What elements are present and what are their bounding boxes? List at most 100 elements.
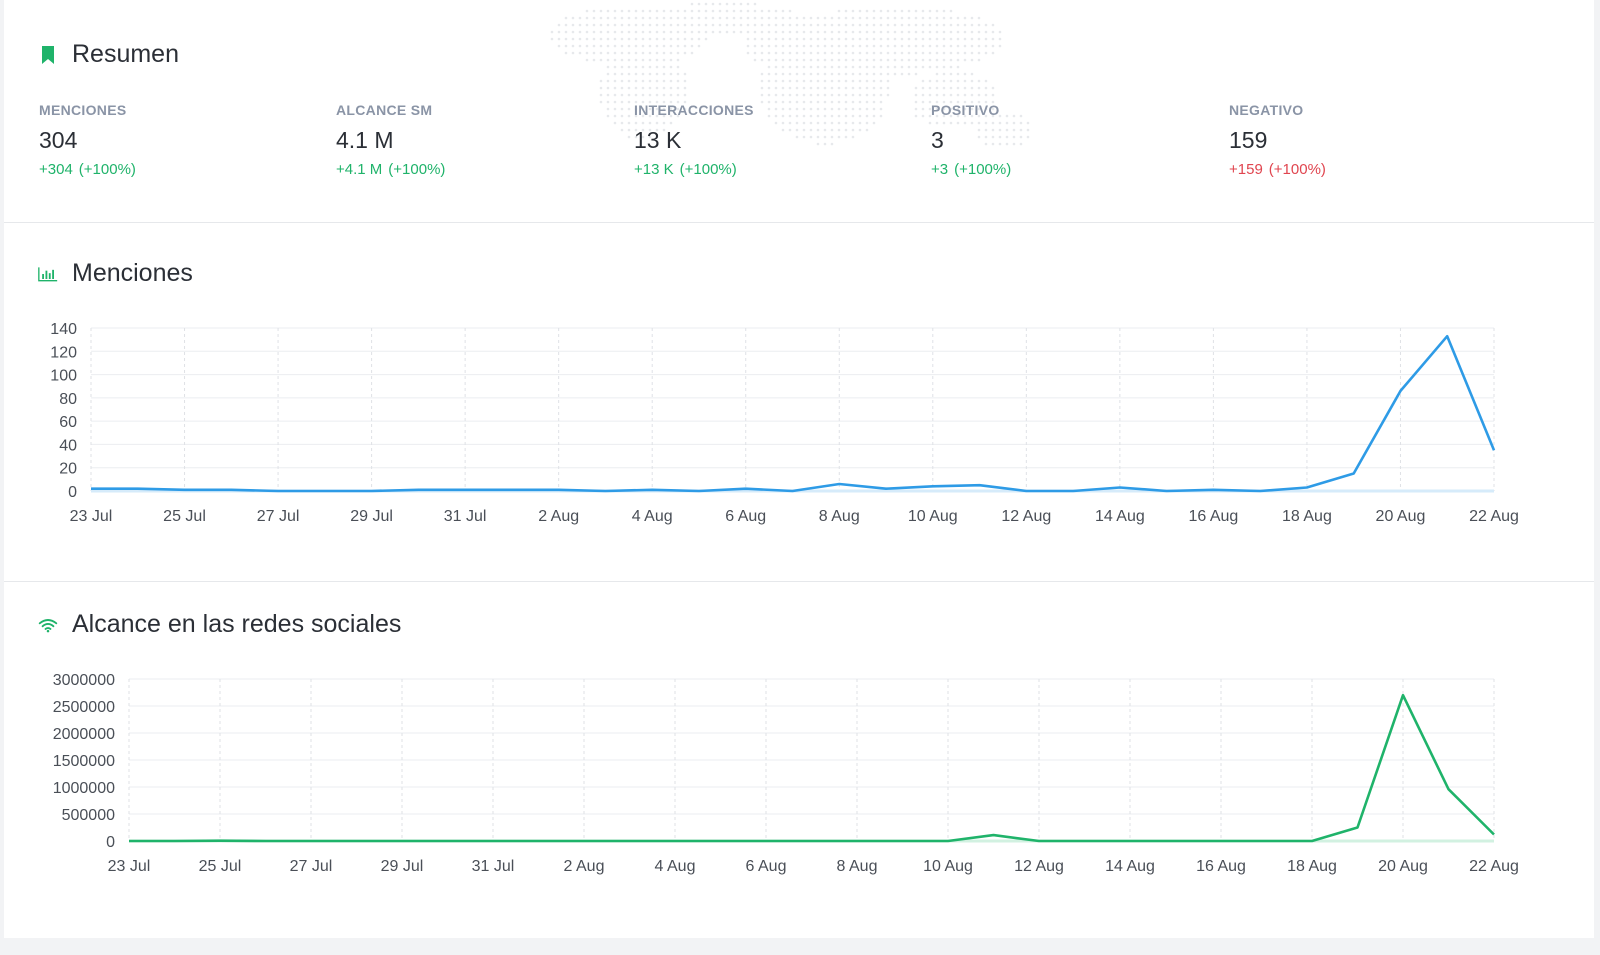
- map-dot: [1019, 142, 1023, 146]
- metric-menciones[interactable]: MENCIONES 304 +304 (+100%): [39, 102, 136, 178]
- map-dot: [844, 37, 848, 41]
- series-line[interactable]: [91, 334, 1496, 493]
- series-line[interactable]: [129, 693, 1495, 843]
- map-dot: [760, 72, 764, 76]
- map-dot: [592, 58, 596, 62]
- map-dot: [928, 100, 932, 104]
- metric-positivo[interactable]: POSITIVO 3 +3 (+100%): [931, 102, 1011, 178]
- map-dot: [949, 93, 953, 97]
- map-dot: [928, 44, 932, 48]
- metric-interacciones[interactable]: INTERACCIONES 13 K +13 K (+100%): [634, 102, 754, 178]
- map-dot: [872, 79, 876, 83]
- metric-negativo[interactable]: NEGATIVO 159 +159 (+100%): [1229, 102, 1326, 178]
- map-dot: [970, 107, 974, 111]
- map-dot: [655, 9, 659, 13]
- map-dot: [977, 128, 981, 132]
- map-dot: [620, 79, 624, 83]
- map-dot: [648, 58, 652, 62]
- map-dot: [781, 72, 785, 76]
- map-dot: [648, 23, 652, 27]
- map-dot: [900, 37, 904, 41]
- map-dot: [851, 51, 855, 55]
- map-dot: [802, 79, 806, 83]
- map-dot: [879, 93, 883, 97]
- map-dot: [809, 65, 813, 69]
- map-dot: [998, 142, 1002, 146]
- map-dot: [802, 44, 806, 48]
- map-dot: [613, 23, 617, 27]
- map-dot: [893, 23, 897, 27]
- map-dot: [641, 9, 645, 13]
- map-dot: [865, 9, 869, 13]
- map-dot: [606, 51, 610, 55]
- map-dot: [683, 86, 687, 90]
- map-dot: [872, 44, 876, 48]
- map-dot: [753, 16, 757, 20]
- map-dot: [795, 107, 799, 111]
- map-dot: [1019, 135, 1023, 139]
- map-dot: [620, 51, 624, 55]
- map-dot: [795, 65, 799, 69]
- map-dot: [942, 114, 946, 118]
- map-dot: [949, 107, 953, 111]
- x-tick-label: 4 Aug: [632, 508, 673, 525]
- map-dot: [893, 37, 897, 41]
- y-tick-label: 140: [50, 321, 77, 338]
- map-dot: [802, 121, 806, 125]
- map-dot: [844, 79, 848, 83]
- y-tick-label: 40: [59, 437, 77, 454]
- map-dot: [599, 9, 603, 13]
- map-dot: [998, 121, 1002, 125]
- map-dot: [816, 100, 820, 104]
- map-dot: [711, 16, 715, 20]
- map-dot: [781, 23, 785, 27]
- map-dot: [942, 37, 946, 41]
- map-dot: [697, 2, 701, 6]
- map-dot: [984, 51, 988, 55]
- map-dot: [655, 128, 659, 132]
- map-dot: [956, 107, 960, 111]
- map-dot: [865, 128, 869, 132]
- map-dot: [683, 51, 687, 55]
- map-dot: [753, 23, 757, 27]
- map-dot: [837, 79, 841, 83]
- x-tick-label: 27 Jul: [290, 858, 333, 875]
- x-tick-label: 18 Aug: [1282, 508, 1332, 525]
- map-dot: [830, 65, 834, 69]
- map-dot: [956, 72, 960, 76]
- map-dot: [676, 93, 680, 97]
- map-dot: [949, 121, 953, 125]
- map-dot: [620, 100, 624, 104]
- map-dot: [963, 107, 967, 111]
- map-dot: [942, 23, 946, 27]
- map-dot: [571, 44, 575, 48]
- map-dot: [641, 44, 645, 48]
- world-map-background: [550, 2, 1030, 146]
- map-dot: [949, 23, 953, 27]
- map-dot: [928, 30, 932, 34]
- map-dot: [648, 44, 652, 48]
- map-dot: [935, 44, 939, 48]
- map-dot: [599, 79, 603, 83]
- map-dot: [837, 128, 841, 132]
- map-dot: [942, 72, 946, 76]
- map-dot: [928, 9, 932, 13]
- map-dot: [662, 107, 666, 111]
- map-dot: [935, 79, 939, 83]
- map-dot: [935, 9, 939, 13]
- map-dot: [606, 16, 610, 20]
- map-dot: [634, 9, 638, 13]
- map-dot: [641, 58, 645, 62]
- map-dot: [655, 51, 659, 55]
- map-dot: [760, 79, 764, 83]
- map-dot: [900, 16, 904, 20]
- map-dot: [879, 37, 883, 41]
- map-dot: [676, 9, 680, 13]
- metric-alcance-sm[interactable]: ALCANCE SM 4.1 M +4.1 M (+100%): [336, 102, 445, 178]
- map-dot: [809, 51, 813, 55]
- map-dot: [809, 121, 813, 125]
- x-tick-label: 22 Aug: [1469, 508, 1519, 525]
- map-dot: [802, 51, 806, 55]
- x-tick-label: 12 Aug: [1014, 858, 1064, 875]
- map-dot: [599, 58, 603, 62]
